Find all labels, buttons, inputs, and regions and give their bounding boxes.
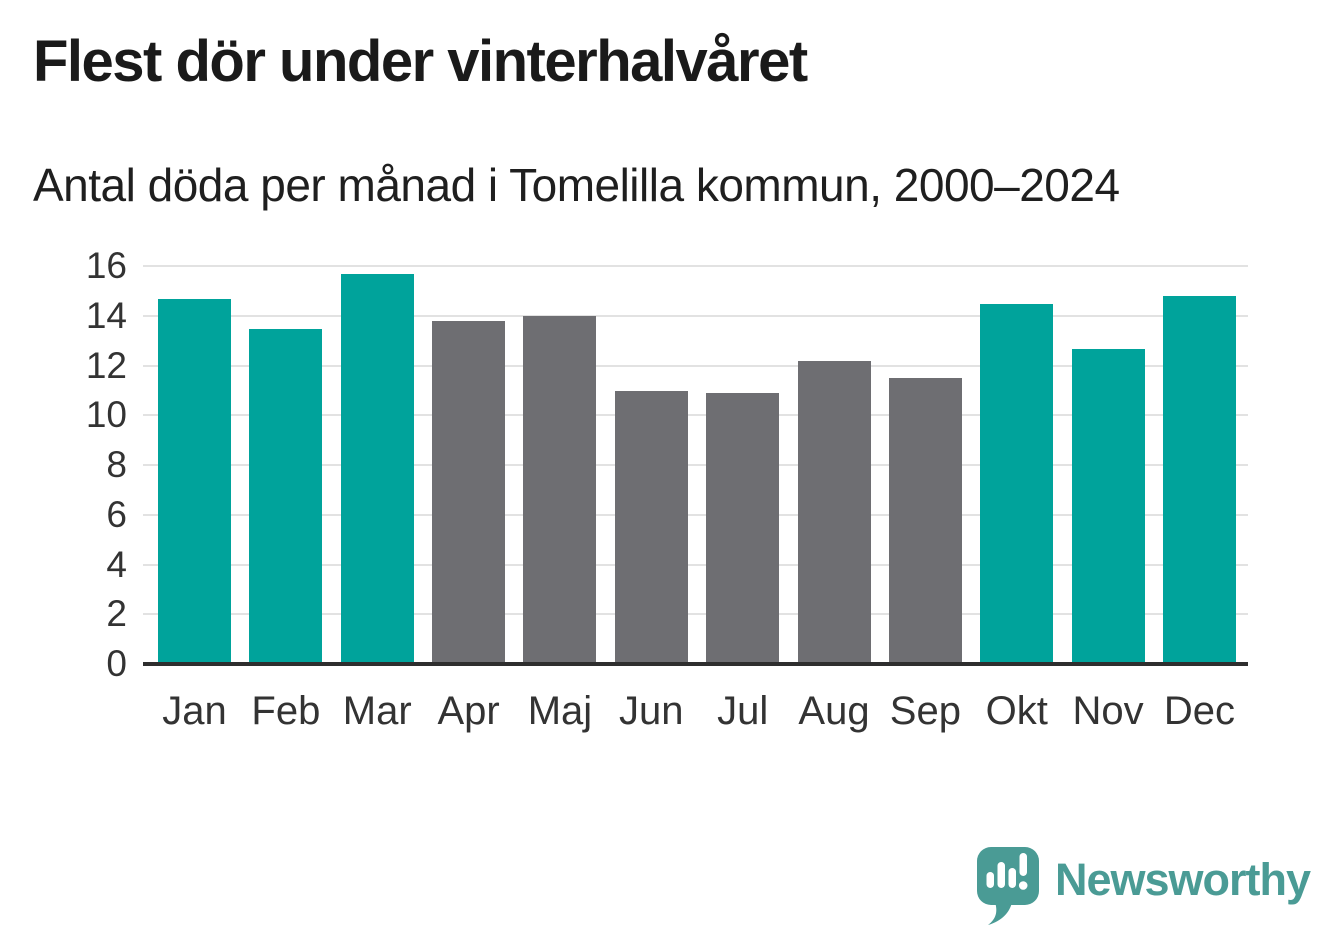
bar-jun: [614, 390, 688, 662]
bar-dec: [1162, 296, 1236, 662]
bar-mar: [340, 273, 414, 662]
bar-jul: [706, 393, 780, 662]
x-tick-label-okt: Okt: [985, 689, 1048, 733]
plot-area: [143, 265, 1248, 666]
gridline-14: [143, 314, 1248, 317]
bar-nov: [1071, 348, 1145, 662]
gridline-8: [143, 464, 1248, 466]
y-tick-label-4: 4: [106, 543, 127, 585]
y-tick-label-0: 0: [106, 643, 127, 684]
bar-maj: [523, 316, 597, 662]
x-axis-baseline: [143, 662, 1248, 666]
x-tick-label-maj: Maj: [527, 689, 593, 733]
y-tick-label-10: 10: [85, 394, 127, 436]
x-tick-label-sep: Sep: [889, 689, 961, 733]
y-tick-label-8: 8: [106, 444, 127, 485]
y-tick-label-2: 2: [106, 593, 127, 635]
x-tick-label-nov: Nov: [1072, 689, 1144, 733]
bar-okt: [980, 303, 1054, 662]
bar-feb: [249, 328, 323, 662]
x-tick-label-aug: Aug: [798, 689, 870, 733]
x-tick-label-apr: Apr: [437, 689, 500, 733]
bar-sep: [888, 378, 962, 662]
bar-apr: [432, 321, 506, 662]
newsworthy-wordmark: Newsworthy: [1055, 854, 1311, 905]
gridline-2: [143, 613, 1248, 616]
y-tick-label-16: 16: [85, 245, 127, 286]
gridline-10: [143, 414, 1248, 417]
gridline-16: [143, 265, 1248, 267]
newsworthy-logo: Newsworthy: [975, 846, 1311, 931]
chart-subtitle: Antal döda per månad i Tomelilla kommun,…: [33, 159, 1120, 211]
x-tick-label-mar: Mar: [342, 689, 412, 733]
x-tick-label-jun: Jun: [619, 689, 684, 733]
x-tick-label-feb: Feb: [251, 689, 321, 733]
newsworthy-logo-icon: [977, 847, 1039, 925]
y-tick-label-14: 14: [85, 294, 127, 336]
x-tick-label-jan: Jan: [162, 689, 227, 733]
gridline-4: [143, 563, 1248, 566]
y-tick-label-6: 6: [106, 493, 127, 535]
chart-title: Flest dör under vinterhalvåret: [33, 29, 808, 94]
y-tick-label-12: 12: [85, 344, 127, 386]
bar-jan: [158, 298, 231, 662]
x-tick-label-dec: Dec: [1163, 689, 1236, 733]
x-tick-label-jul: Jul: [717, 689, 769, 733]
gridline-6: [143, 513, 1248, 516]
bar-aug: [797, 361, 871, 662]
gridline-12: [143, 364, 1248, 367]
